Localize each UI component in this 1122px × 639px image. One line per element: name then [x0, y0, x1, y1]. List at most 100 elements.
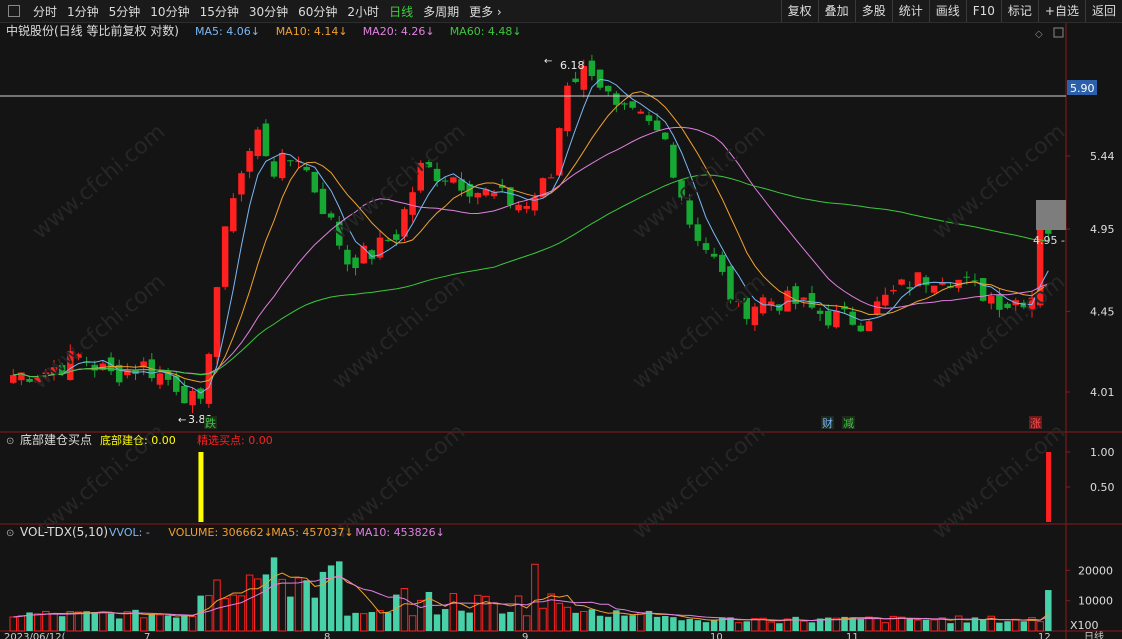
signal-legend-1: 精选买点: 0.00 [197, 434, 273, 447]
watermark: www.cfchi.com [328, 119, 470, 244]
event-marker-bg-2 [842, 416, 855, 429]
tool-5[interactable]: F10 [965, 0, 1001, 22]
crosshair-price-box [1067, 80, 1097, 95]
price-label-2: 4.45 [1090, 305, 1115, 318]
vol-bar [368, 612, 376, 631]
ma-legend-3: MA60: 4.48↓ [450, 25, 522, 38]
period-6[interactable]: 60分钟 [298, 4, 338, 19]
vol-bar [897, 616, 906, 632]
period-1[interactable]: 1分钟 [67, 4, 99, 19]
vol-bar [42, 610, 50, 632]
tool-8[interactable]: 返回 [1084, 0, 1122, 22]
candle-body [629, 101, 636, 108]
vol-bar [83, 611, 90, 631]
vol-legend-3: MA10: 453826↓ [355, 526, 444, 539]
vol-bar [123, 611, 132, 632]
high-arrow: ← [544, 56, 552, 67]
candle-body [776, 304, 783, 311]
period-3[interactable]: 10分钟 [150, 4, 190, 19]
vol-bar [800, 620, 808, 632]
vol-bar [825, 617, 832, 631]
vol-bar [474, 594, 482, 632]
stock-chart[interactable]: 5.90 中锐股份(日线 等比前复权 对数) MA5: 4.06↓ MA10: 4.1… [0, 23, 1122, 639]
tool-3[interactable]: 统计 [891, 0, 929, 22]
vol-unit: X100 [1070, 619, 1099, 632]
candle-body [327, 213, 335, 218]
candle-body [865, 321, 873, 331]
candle-body [384, 239, 392, 241]
candle-body [34, 377, 41, 383]
period-10[interactable]: 更多 › [469, 4, 502, 19]
watermark: www.cfchi.com [628, 269, 770, 394]
period-2[interactable]: 5分钟 [108, 4, 141, 19]
period-8[interactable]: 日线 [389, 4, 414, 19]
vol-bar [466, 612, 473, 631]
candle-body [311, 171, 319, 193]
panel-max-icon [1053, 27, 1064, 38]
vol-bar [783, 618, 792, 632]
vol-bar [865, 616, 873, 632]
ma10-line [13, 91, 1049, 383]
candle-body [971, 280, 979, 282]
vol-bar [710, 619, 718, 631]
vol-bar [499, 613, 506, 631]
candle-body [539, 178, 547, 198]
candle-body [963, 276, 971, 278]
vol-bar [808, 622, 816, 631]
candle-body [441, 180, 449, 182]
candle-body [702, 243, 710, 250]
vol-bar [490, 602, 498, 632]
vol-bar [702, 622, 710, 631]
candle-body [678, 180, 685, 198]
candle-body [710, 253, 718, 257]
vol-bar [531, 563, 539, 632]
candle-body [523, 206, 530, 209]
stock-title: 中锐股份(日线 等比前复权 对数) [6, 23, 179, 38]
period-9[interactable]: 多周期 [423, 4, 460, 19]
tool-2[interactable]: 多股 [854, 0, 892, 22]
price-label-3: 4.01 [1090, 386, 1115, 399]
period-4[interactable]: 15分钟 [199, 4, 239, 19]
tool-1[interactable]: 叠加 [817, 0, 855, 22]
vol-bar [254, 578, 262, 632]
period-0[interactable]: 分时 [33, 4, 58, 19]
candle-body [336, 221, 343, 246]
vol-bar [1004, 621, 1011, 631]
candle-body [572, 78, 579, 83]
x-label-5: 11 [846, 632, 859, 639]
period-7[interactable]: 2小时 [347, 4, 380, 19]
vol-bar [327, 565, 335, 631]
x-label-2: 8 [324, 632, 330, 639]
vol-bar [547, 593, 555, 632]
candle-body [1020, 302, 1028, 308]
vol-bar [832, 617, 841, 632]
price-label-0: 5.44 [1090, 150, 1115, 163]
watermark: www.cfchi.com [28, 119, 170, 244]
candle-body [10, 375, 17, 383]
candle-body [882, 294, 889, 306]
ma60-line [13, 174, 1049, 378]
candle-body [482, 189, 490, 196]
candle-body [181, 385, 188, 404]
vol-bar [139, 617, 148, 632]
vol-bar [132, 609, 139, 631]
vol-bar [613, 610, 620, 631]
tool-0[interactable]: 复权 [780, 0, 818, 22]
x-label-0: 2023/06/12( [4, 632, 66, 639]
panel-toggle-icon[interactable] [8, 5, 20, 17]
period-5[interactable]: 30分钟 [248, 4, 289, 19]
tool-4[interactable]: 画线 [928, 0, 966, 22]
vol-bar [572, 612, 579, 631]
vol-bar [694, 620, 702, 631]
vol-bar [662, 616, 669, 631]
tool-6[interactable]: 标记 [1000, 0, 1038, 22]
vol-axis-0: 20000 [1078, 564, 1113, 577]
event-marker-2: 减 [843, 417, 854, 430]
signal-legend-0: 底部建仓: 0.00 [100, 433, 176, 447]
candle-body [751, 306, 759, 326]
vol-bar [922, 619, 930, 631]
tool-7[interactable]: +自选 [1037, 0, 1085, 22]
candle-body [238, 173, 245, 195]
event-marker-1: 财 [822, 416, 833, 430]
vol-bar [221, 598, 229, 632]
